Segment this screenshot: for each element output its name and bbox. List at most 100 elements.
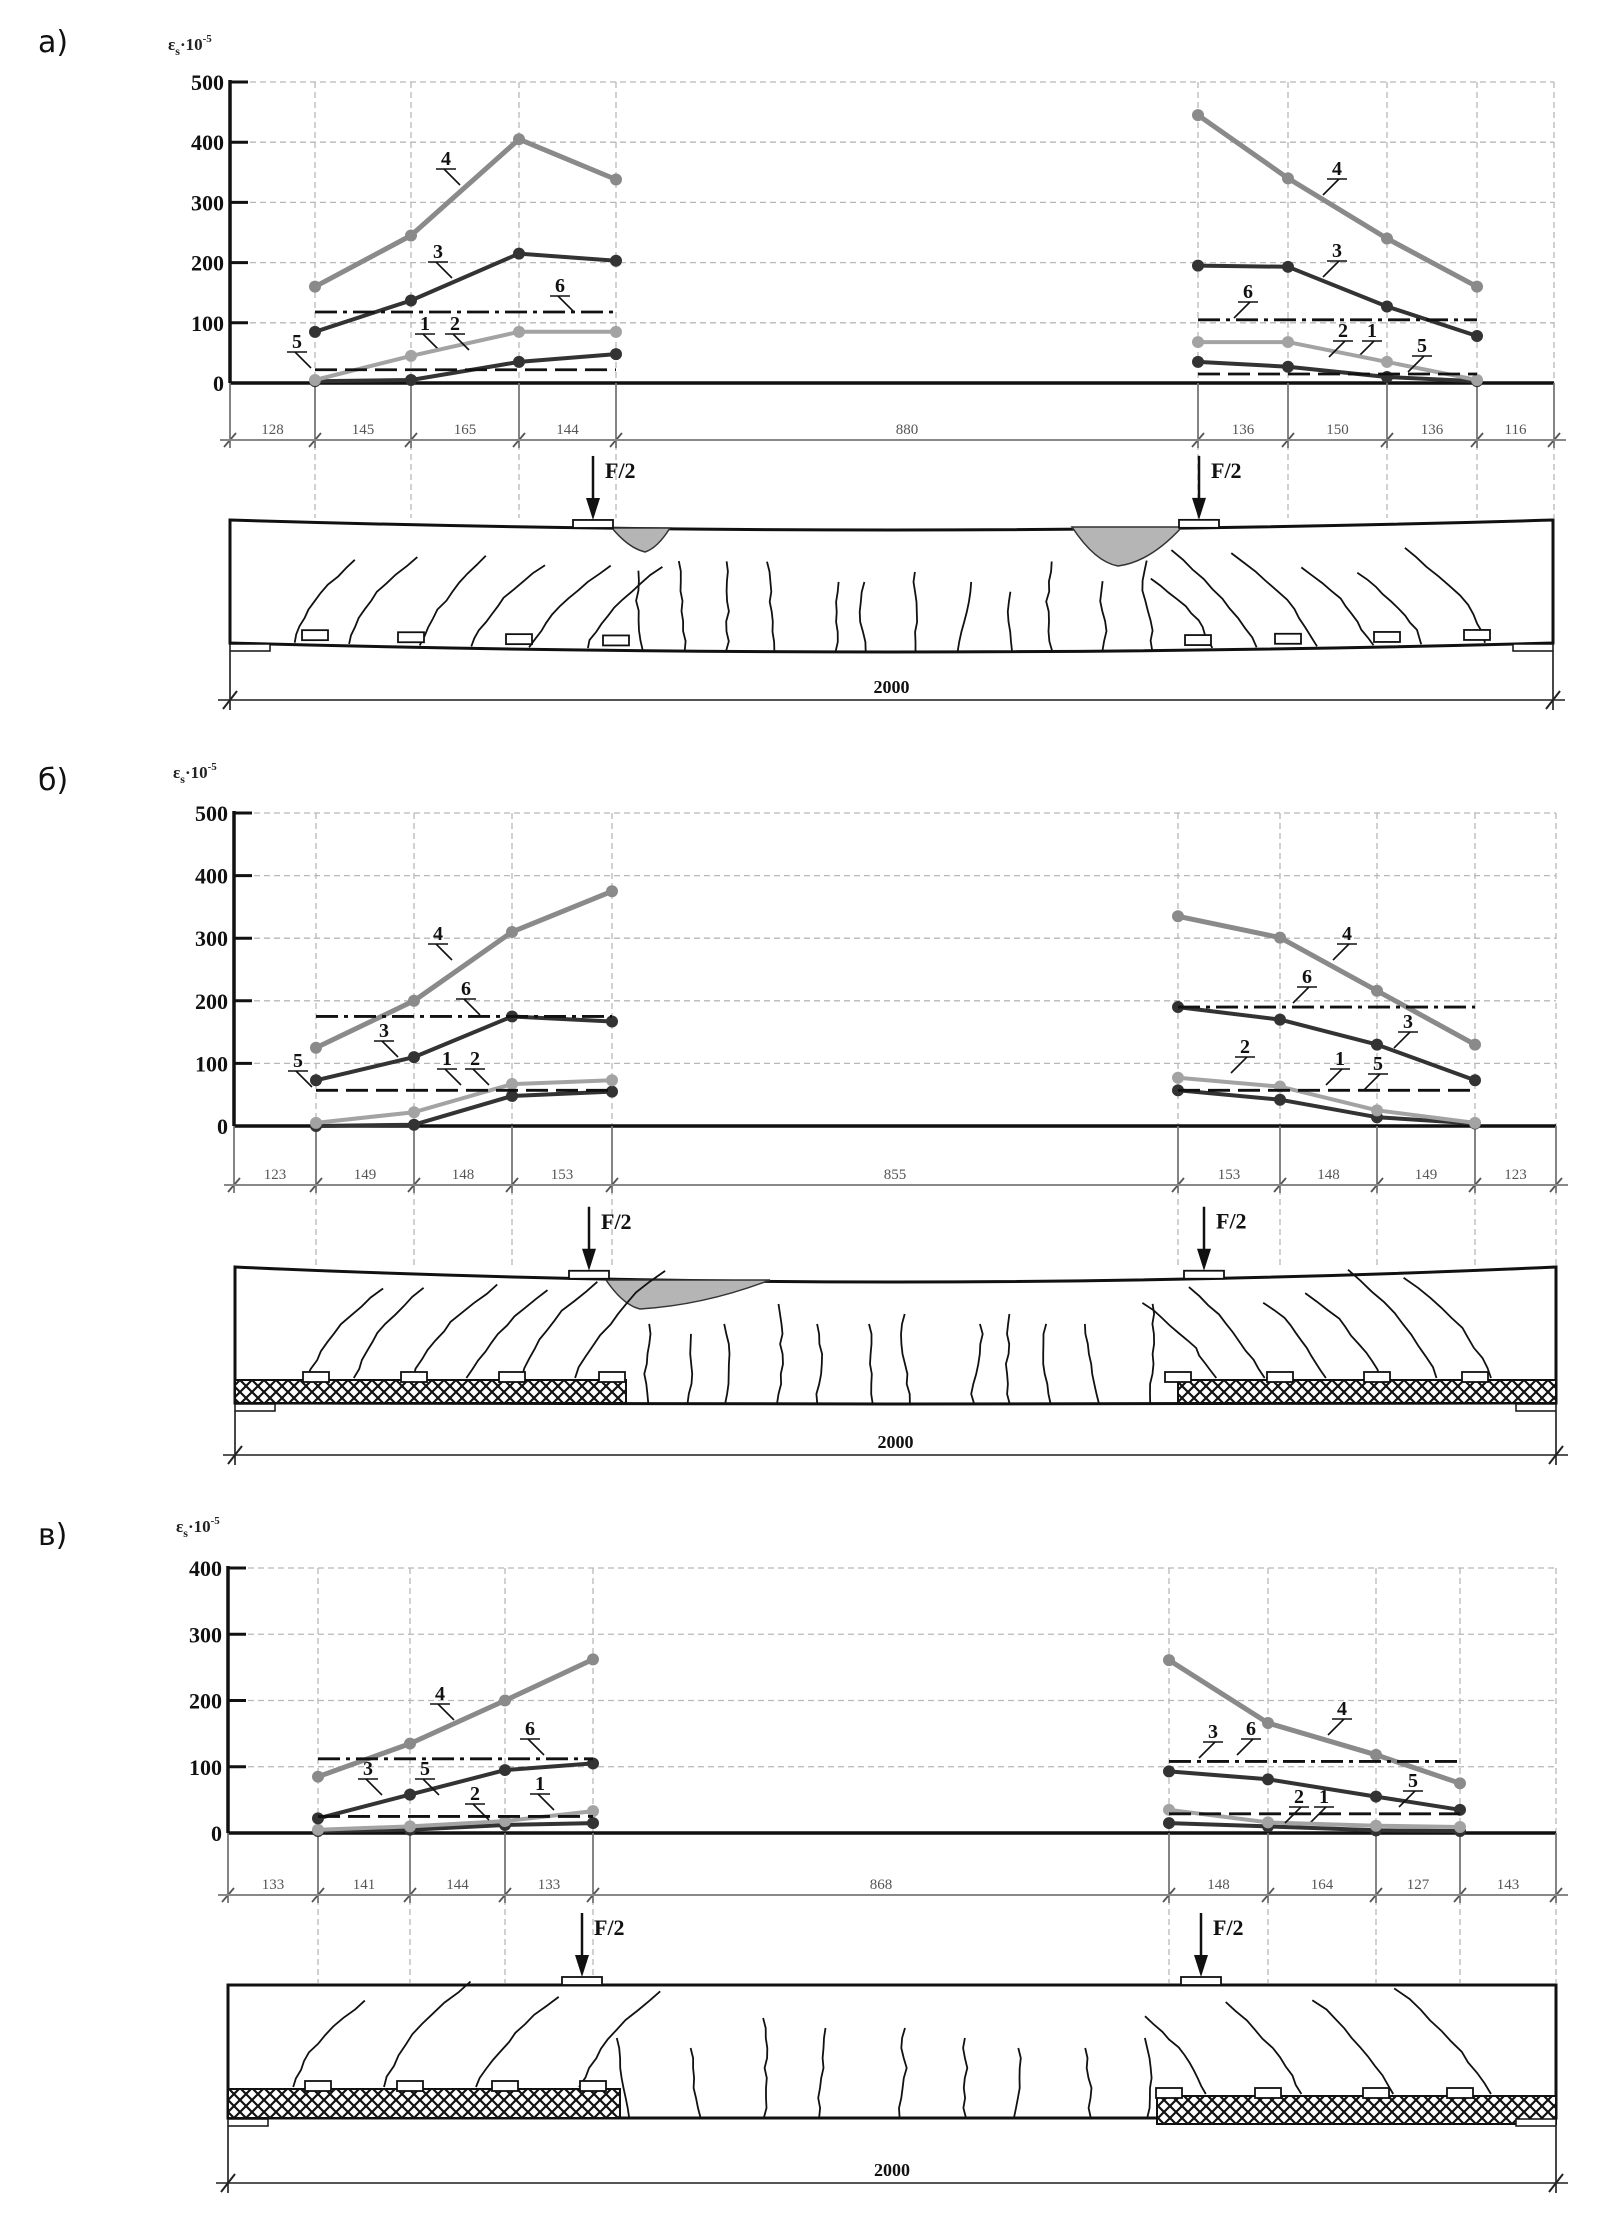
data-point <box>506 925 518 938</box>
label-leader <box>1322 260 1340 278</box>
crack <box>1347 1269 1438 1379</box>
data-point <box>1262 1816 1274 1829</box>
strain-gauge <box>1274 632 1302 645</box>
data-point <box>1471 330 1483 343</box>
crack <box>766 561 776 652</box>
crack <box>412 1283 498 1379</box>
series-line <box>1177 1088 1476 1126</box>
data-point <box>312 1823 324 1836</box>
data-point <box>606 1074 618 1087</box>
data-point <box>506 1089 518 1102</box>
crack <box>912 571 919 652</box>
label-leader <box>1327 1718 1345 1736</box>
data-point <box>513 355 525 368</box>
series-label: 2 <box>470 1783 480 1805</box>
label-leader <box>472 1068 490 1086</box>
series-label: 4 <box>1332 158 1342 180</box>
dimension-label: 153 <box>1218 1167 1241 1183</box>
data-point <box>606 1015 618 1028</box>
span-tick <box>220 2173 236 2193</box>
crack <box>528 564 612 648</box>
strain-gauge <box>1254 2087 1282 2099</box>
label-leader <box>381 1040 399 1058</box>
crack <box>1149 1303 1156 1404</box>
dimension-label: 136 <box>1421 422 1444 438</box>
strain-gauge <box>1184 634 1212 646</box>
data-point <box>405 294 417 307</box>
label-leader <box>1198 1741 1216 1759</box>
strain-gauge <box>304 2080 332 2092</box>
span-tick <box>1545 690 1561 710</box>
label-leader <box>1357 340 1375 358</box>
label-leader <box>557 295 575 313</box>
dimension-label: 164 <box>1311 1877 1334 1893</box>
dimension-label: 149 <box>1415 1167 1438 1183</box>
dimension-label: 128 <box>261 422 284 438</box>
load-arrow-head <box>575 1955 589 1977</box>
label-leader <box>422 1778 440 1796</box>
data-point <box>1469 1074 1481 1087</box>
series-label: 4 <box>441 148 451 170</box>
data-point <box>309 280 321 293</box>
series-label: 5 <box>1408 1770 1418 1792</box>
crack <box>615 2037 631 2119</box>
dimension-label: 165 <box>454 422 477 438</box>
support-left <box>229 643 271 652</box>
data-point <box>310 1074 322 1087</box>
series-label: 6 <box>555 275 565 297</box>
crack <box>292 1999 366 2088</box>
concrete-crushing-zone <box>610 527 672 553</box>
series-line <box>314 329 616 382</box>
series-line <box>317 1761 594 1821</box>
y-tick-label: 0 <box>211 1821 222 1846</box>
y-axis-label-factor: ·10 <box>185 763 208 782</box>
crack <box>815 1323 824 1405</box>
series-label: 2 <box>470 1048 480 1070</box>
strain-gauge <box>1461 1371 1489 1383</box>
y-axis-label-exp: -5 <box>211 1515 221 1527</box>
label-leader <box>1332 943 1350 961</box>
label-leader <box>1309 1806 1327 1824</box>
data-point <box>499 1764 511 1777</box>
crack <box>1141 560 1154 651</box>
crack <box>1004 1313 1011 1405</box>
strain-gauge <box>1363 1371 1391 1383</box>
series-label: 1 <box>535 1773 545 1795</box>
dimension-label: 141 <box>353 1877 376 1893</box>
data-point <box>1469 1116 1481 1129</box>
series-line <box>1168 1807 1461 1829</box>
data-point <box>1282 336 1294 349</box>
data-point <box>1163 1654 1175 1667</box>
label-leader <box>537 1793 555 1811</box>
crack <box>762 2017 769 2119</box>
data-point <box>408 1106 420 1119</box>
crack <box>723 1323 731 1405</box>
data-point <box>309 325 321 338</box>
crack <box>1300 566 1375 646</box>
y-tick-label: 200 <box>195 989 228 1014</box>
strain-gauge <box>396 2080 424 2092</box>
series-label: 2 <box>450 313 460 335</box>
series-label: 4 <box>433 923 443 945</box>
dimension-label: 143 <box>1497 1877 1520 1893</box>
data-point <box>1381 355 1393 368</box>
y-tick-label: 400 <box>189 1556 222 1581</box>
series-line <box>1177 1075 1476 1125</box>
strain-gauge <box>498 1371 526 1383</box>
concrete-crushing-zone <box>604 1279 771 1310</box>
strain-gauge <box>505 633 533 646</box>
series-line <box>1168 1821 1461 1833</box>
series-line <box>314 251 617 334</box>
label-leader <box>443 168 461 186</box>
dimension-label: 868 <box>870 1877 893 1893</box>
data-point <box>1370 1819 1382 1832</box>
crack <box>1084 1323 1100 1405</box>
crack <box>1404 547 1486 643</box>
label-leader <box>444 1068 462 1086</box>
crack <box>1013 2047 1022 2119</box>
